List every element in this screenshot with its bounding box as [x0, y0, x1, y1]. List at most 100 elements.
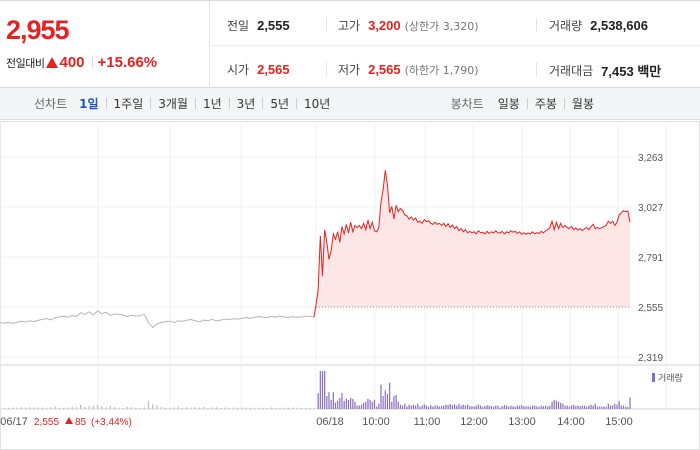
volume-bar	[627, 406, 629, 409]
volume-bar	[334, 402, 337, 409]
volume-bar	[354, 401, 356, 409]
volume-bar	[408, 404, 410, 409]
volume-bar	[384, 390, 386, 409]
volume-bar	[122, 408, 124, 409]
volume-bar	[428, 406, 430, 409]
stat-divider	[536, 18, 537, 32]
volume-bar	[296, 407, 298, 409]
volume-bar	[451, 405, 454, 409]
volume-bar	[343, 400, 345, 409]
candle-monthly[interactable]: 월봉	[571, 97, 594, 111]
period-1y[interactable]: 1년	[202, 97, 222, 111]
volume-bar	[590, 404, 592, 409]
volume-bar	[469, 406, 471, 409]
x-tick-label: 11:00	[414, 416, 441, 428]
volume-bar	[508, 406, 510, 409]
volume-bar	[190, 407, 192, 409]
volume-bar	[514, 406, 516, 409]
volume-bar	[29, 407, 31, 409]
volume-bar	[460, 405, 462, 409]
volume-bar	[423, 404, 425, 409]
volume-bar	[456, 405, 458, 409]
volume-bar	[542, 406, 544, 409]
volume-bar	[447, 405, 449, 409]
stats-divider	[211, 45, 700, 46]
volume-bar	[518, 405, 521, 409]
volume-bar	[266, 408, 268, 409]
volume-bar	[594, 403, 596, 409]
volume-bar	[443, 405, 445, 409]
volume-bar	[599, 406, 601, 409]
volume-bar	[417, 403, 419, 409]
volume-bar	[568, 406, 570, 409]
volume-bar	[113, 407, 116, 409]
volume-bar	[402, 405, 404, 409]
x-tick-label: 06/18	[316, 416, 344, 428]
volume-bar	[609, 405, 612, 409]
prev-day-percent: (+3.44%)	[91, 417, 132, 428]
volume-bar	[3, 408, 5, 409]
volume-bar	[232, 407, 234, 409]
period-3y[interactable]: 3년	[236, 97, 256, 111]
volume-bar	[438, 406, 441, 409]
volume-bar	[37, 407, 39, 409]
volume-bar	[488, 405, 490, 409]
volume-bar	[380, 384, 382, 409]
volume-bar	[147, 400, 150, 409]
volume-bar	[497, 405, 499, 409]
volume-bar	[317, 393, 319, 409]
volume-bar	[523, 406, 525, 409]
volume-bar	[75, 407, 77, 409]
volume-bar	[464, 405, 467, 409]
volume-bar	[356, 405, 358, 409]
volume-bar	[501, 406, 503, 409]
volume-bar	[118, 408, 120, 409]
y-tick-label: 2,555	[638, 303, 663, 314]
volume-bar	[181, 407, 184, 409]
stat-value: 2,538,606	[590, 18, 648, 33]
volume-bar	[410, 405, 412, 409]
volume-bar	[80, 404, 82, 409]
volume-bar	[63, 407, 65, 409]
volume-bar	[441, 405, 443, 409]
candle-weekly[interactable]: 주봉	[534, 97, 557, 111]
line-chart-label: 선차트	[34, 97, 68, 111]
up-triangle-icon	[46, 57, 59, 68]
stat-value: 2,565	[257, 62, 290, 77]
stat-label: 거래량	[549, 19, 583, 33]
volume-bar	[378, 403, 380, 409]
series-today-line	[315, 170, 631, 305]
period-1d[interactable]: 1일	[79, 97, 99, 111]
volume-bar	[449, 404, 451, 409]
volume-bar	[360, 404, 363, 409]
volume-bar	[620, 405, 622, 409]
volume-bar	[347, 399, 350, 409]
stat-value: 3,200	[368, 18, 401, 33]
period-1w[interactable]: 1주일	[113, 97, 144, 111]
volume-bar	[341, 393, 343, 409]
volume-bar	[345, 398, 347, 409]
stat-note: (상한가 3,320)	[404, 19, 479, 33]
toolbar-divider	[105, 98, 107, 109]
volume-bar	[583, 405, 586, 409]
stat-volume: 거래량 2,538,606	[549, 17, 648, 34]
candle-daily[interactable]: 일봉	[497, 97, 520, 111]
volume-bar	[592, 405, 594, 409]
stat-label: 시가	[227, 63, 250, 77]
volume-bar	[237, 407, 239, 409]
volume-bar	[415, 405, 417, 409]
period-3m[interactable]: 3개월	[158, 97, 188, 111]
current-price-box: 2,955 전일대비 400 +15.66%	[0, 1, 210, 88]
volume-bar	[143, 407, 145, 409]
volume-bar	[603, 406, 605, 409]
volume-bar	[453, 404, 456, 409]
volume-bar	[527, 406, 529, 409]
volume-bar	[618, 400, 620, 409]
volume-bar	[173, 407, 175, 409]
period-5y[interactable]: 5년	[270, 97, 290, 111]
period-10y[interactable]: 10년	[304, 97, 331, 111]
change-row: 전일대비 400 +15.66%	[6, 54, 157, 71]
volume-bar	[622, 405, 625, 409]
volume-bar	[495, 405, 497, 409]
